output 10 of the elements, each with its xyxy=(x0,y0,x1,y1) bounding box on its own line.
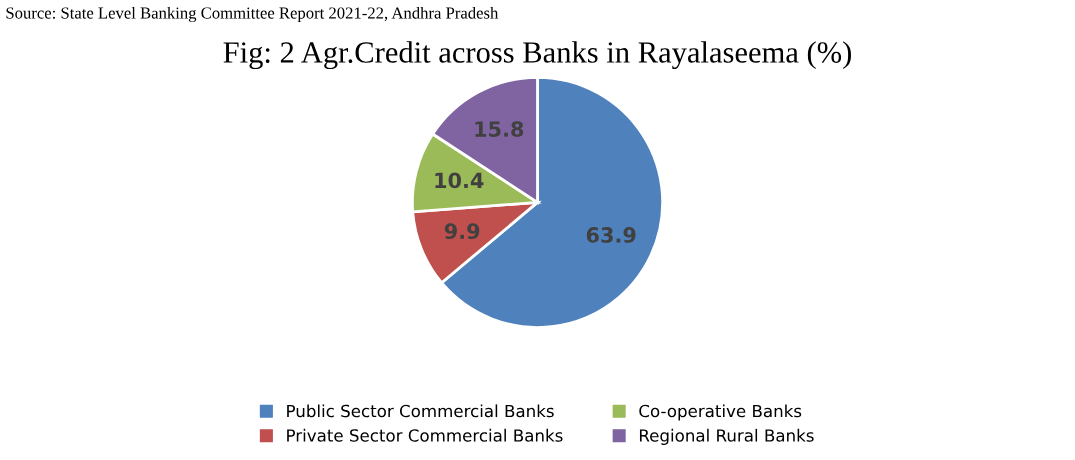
source-note: Source: State Level Banking Committee Report 2021-22, Andhra Pradesh xyxy=(6,6,499,23)
data-label: 63.9 xyxy=(586,227,636,243)
legend-label: Public Sector Commercial Banks xyxy=(287,404,554,418)
legend-label: Regional Rural Banks xyxy=(639,428,814,445)
data-label: 9.9 xyxy=(444,223,480,240)
data-label: 15.8 xyxy=(475,121,524,137)
legend-label: Co-operative Banks xyxy=(639,404,802,421)
legend-label: Private Sector Commercial Banks xyxy=(287,428,563,442)
data-label: 10.4 xyxy=(435,172,484,189)
chart-title: Fig: 2 Agr.Credit across Banks in Rayalaseema (%) xyxy=(223,41,851,70)
